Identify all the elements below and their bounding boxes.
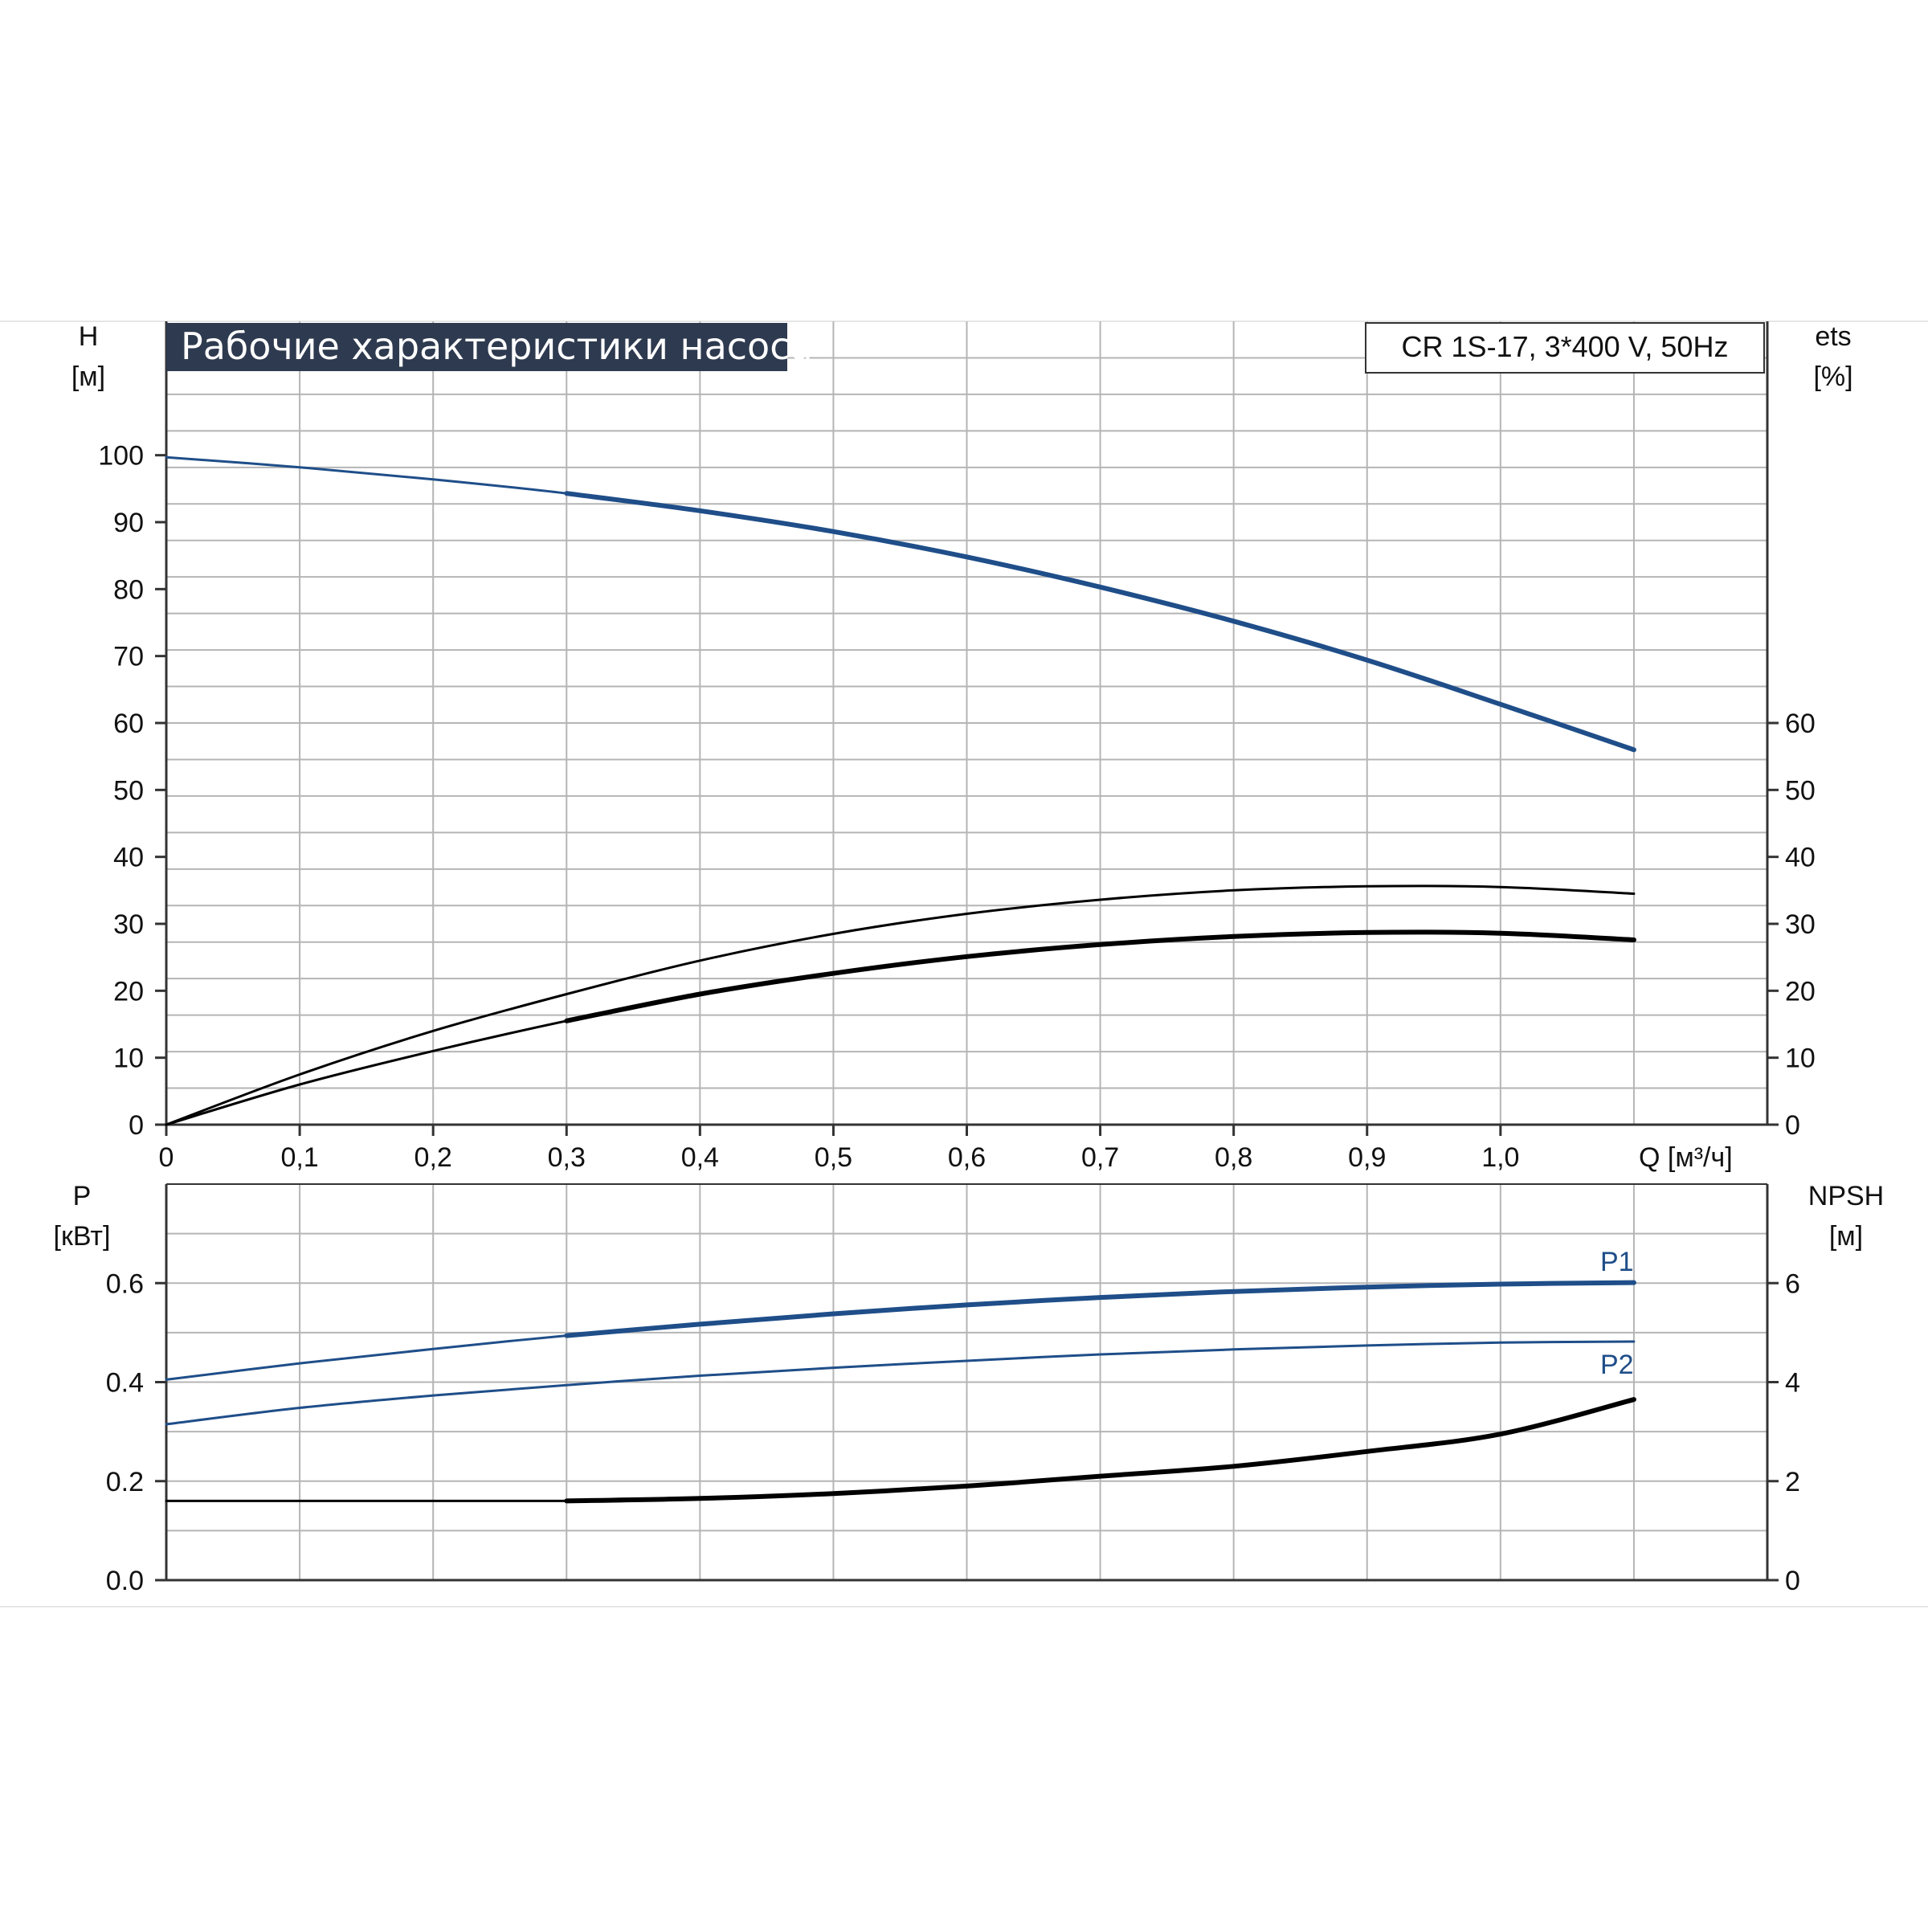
upper-left-tick-label: 80 [113,574,144,605]
title-background [166,323,787,371]
x-tick-label: 0 [159,1142,174,1173]
upper-right-axis-label: ets [1815,321,1851,352]
lower-series-2-line [165,1398,1636,1503]
lower-left-tick-label: 0.0 [106,1566,144,1596]
lower-series-2-line-operating [564,1397,1636,1504]
series-label-p1: P1 [1600,1247,1634,1277]
upper-right-tick-label: 60 [1785,709,1816,739]
upper-left-tick-label: 100 [98,441,144,472]
upper-right-tick-label: 20 [1785,976,1816,1007]
x-tick-label: 0,7 [1081,1142,1119,1173]
upper-right-tick-label: 0 [1785,1110,1800,1141]
title-box: Рабочие характеристики насоса [166,323,813,371]
x-tick-label: 1,0 [1481,1142,1519,1173]
x-tick-label: 0,8 [1215,1142,1252,1173]
lower-left-tick-label: 0.2 [106,1467,144,1497]
x-tick-label: 0,2 [415,1142,452,1173]
upper-left-tick-label: 30 [113,909,144,940]
upper-grid [165,321,1769,1126]
upper-left-tick-label: 40 [113,843,144,873]
upper-left-tick-label: 90 [113,508,144,538]
upper-series-1-line [165,930,1636,1126]
x-tick-label: 0,1 [280,1142,318,1173]
upper-series-2-line [165,884,1636,1126]
upper-left-tick-label: 20 [113,976,144,1007]
lower-left-axis-label: P [73,1181,92,1211]
upper-left-tick-label: 0 [129,1110,144,1141]
lower-left-axis-unit: [кВт] [54,1221,111,1252]
upper-right-axis-unit: [%] [1813,361,1852,392]
lower-grid [165,1183,1769,1582]
model-box: CR 1S-17, 3*400 V, 50Hz [1365,322,1765,374]
lower-right-tick-label: 6 [1785,1268,1800,1299]
upper-left-axis-unit: [м] [71,361,105,392]
upper-right-tick-label: 30 [1785,909,1816,940]
curves [165,455,1636,1504]
series-label-p2: P2 [1600,1350,1634,1380]
x-axis-label: Q [м³/ч] [1639,1142,1733,1173]
upper-left-axis-label: H [79,321,99,352]
upper-left-tick-label: 70 [113,642,144,672]
lower-right-tick-label: 2 [1785,1467,1800,1497]
x-tick-label: 0,6 [948,1142,986,1173]
lower-right-axis-unit: [м] [1829,1221,1863,1252]
upper-right-tick-label: 50 [1785,775,1816,806]
lower-right-axis-label: NPSH [1808,1181,1884,1211]
upper-series-0-line [165,455,1636,751]
model-label: CR 1S-17, 3*400 V, 50Hz [1402,330,1729,363]
upper-left-tick-label: 60 [113,709,144,739]
upper-left-tick-label: 10 [113,1044,144,1074]
upper-series-0-line-operating [564,491,1636,753]
tick-labels: 010203040506070809010001020304050600.00.… [98,441,1816,1596]
lower-series-p1-line-operating [564,1280,1636,1338]
x-tick-label: 0,4 [681,1142,719,1173]
lower-right-tick-label: 4 [1785,1368,1800,1399]
x-tick-label: 0,3 [548,1142,586,1173]
x-tick-label: 0,9 [1348,1142,1386,1173]
lower-left-tick-label: 0.4 [106,1368,144,1399]
x-tick-label: 0,5 [815,1142,852,1173]
upper-series-1-line-operating [564,929,1636,1023]
model-box-frame [1365,322,1765,374]
lower-left-tick-label: 0.6 [106,1268,144,1299]
lower-right-tick-label: 0 [1785,1566,1800,1596]
lower-series-p2-line [165,1340,1636,1426]
upper-left-tick-label: 50 [113,775,144,806]
upper-right-tick-label: 40 [1785,843,1816,873]
upper-right-tick-label: 10 [1785,1044,1816,1074]
chart-title: Рабочие характеристики насоса [181,325,813,368]
